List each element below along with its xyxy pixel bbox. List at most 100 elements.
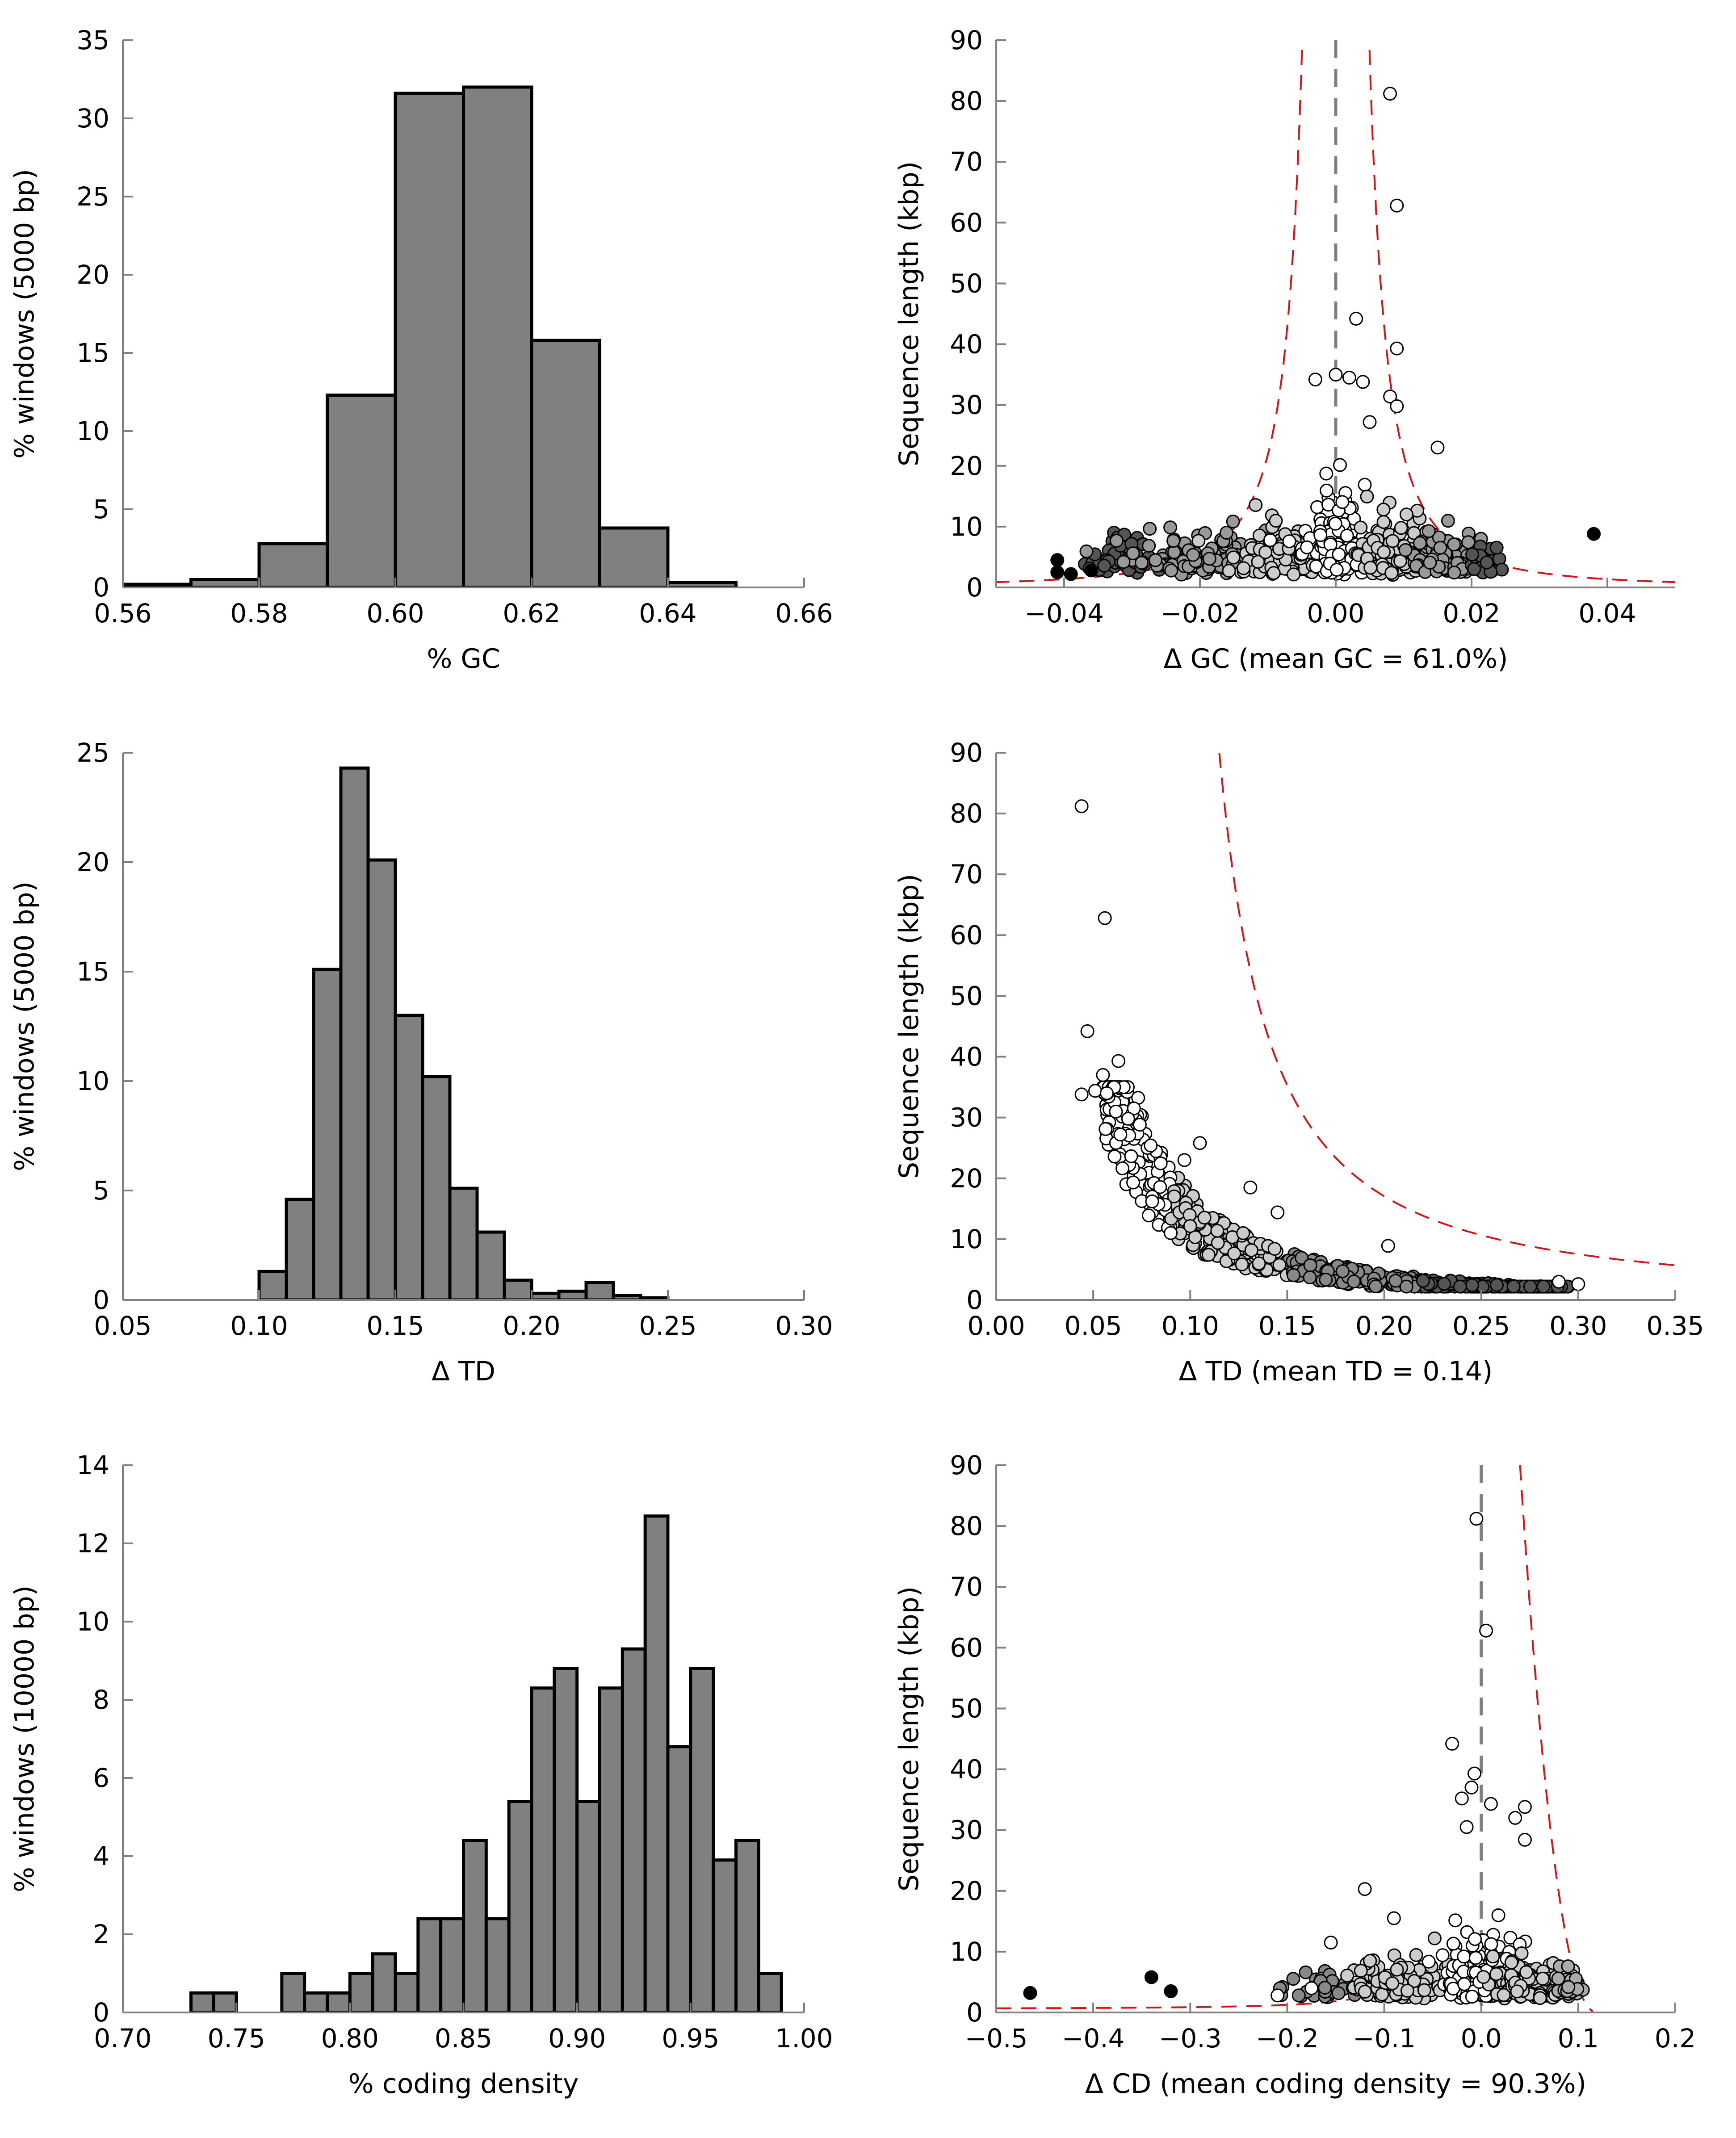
- data-point: [1385, 1976, 1400, 1991]
- data-point: [1536, 1279, 1551, 1294]
- data-point: [1479, 1623, 1493, 1638]
- histogram-bar: [584, 1281, 615, 1300]
- data-point: [1286, 1972, 1300, 1986]
- data-point: [1503, 1931, 1518, 1945]
- data-point: [1267, 1242, 1282, 1256]
- data-point: [1533, 1991, 1547, 2005]
- data-point: [1383, 87, 1397, 101]
- histogram-bar: [394, 92, 465, 587]
- data-point: [1329, 562, 1344, 577]
- y-tick-label: 25: [76, 738, 109, 768]
- data-point: [1188, 1230, 1202, 1244]
- histogram-bar: [339, 766, 370, 1300]
- y-tick-label: 8: [93, 1685, 109, 1715]
- data-point: [1375, 1987, 1389, 2001]
- histogram-bar: [348, 1972, 374, 2012]
- data-point: [1252, 1256, 1266, 1270]
- data-point: [1385, 534, 1400, 548]
- y-tick-label: 25: [76, 181, 109, 212]
- threshold-curve-right: [1519, 1465, 1593, 2012]
- x-tick-label: 0.70: [94, 2023, 151, 2054]
- outlier-point: [1144, 1970, 1158, 1984]
- data-point: [1465, 1990, 1479, 2004]
- data-point: [1388, 1274, 1403, 1288]
- y-tick-label: 80: [950, 86, 983, 116]
- data-point: [1249, 498, 1263, 512]
- histogram-bar: [530, 339, 601, 587]
- data-point: [1335, 495, 1350, 509]
- outlier-point: [1587, 527, 1601, 541]
- data-point: [1453, 1279, 1467, 1294]
- x-tick-label: 0.10: [230, 1311, 288, 1341]
- y-tick-label: 90: [950, 1450, 983, 1480]
- data-point: [1484, 1937, 1498, 1951]
- data-point: [1210, 1224, 1224, 1238]
- data-point: [1457, 1949, 1471, 1964]
- data-point: [1269, 514, 1283, 528]
- data-point: [1310, 500, 1324, 514]
- y-tick-label: 60: [950, 207, 983, 238]
- y-tick-label: 0: [966, 1997, 983, 2028]
- data-point: [1484, 1797, 1498, 1811]
- data-point: [1300, 540, 1314, 554]
- data-point: [1286, 1268, 1300, 1282]
- data-point: [1497, 1988, 1511, 2002]
- data-point: [1506, 1279, 1521, 1294]
- y-tick-label: 5: [93, 494, 109, 524]
- data-point: [1504, 1955, 1518, 1970]
- data-point: [1272, 1258, 1287, 1272]
- data-point: [1468, 1932, 1482, 1946]
- data-point: [1551, 1971, 1565, 1986]
- data-point: [1561, 1959, 1575, 1974]
- data-point: [1074, 1087, 1089, 1102]
- data-point: [1535, 1971, 1550, 1986]
- data-point: [1340, 528, 1354, 543]
- data-point: [1390, 1962, 1404, 1977]
- y-tick-label: 70: [950, 147, 983, 177]
- threshold-curve-left: [996, 1968, 1414, 2009]
- data-point: [1495, 562, 1509, 577]
- x-tick-label: 0.05: [94, 1311, 151, 1341]
- histogram-bar: [326, 1991, 352, 2012]
- data-point: [1153, 1180, 1167, 1194]
- y-axis-label: Sequence length (kbp): [893, 874, 925, 1179]
- data-point: [1519, 1965, 1533, 1979]
- y-tick-label: 70: [950, 1572, 983, 1602]
- data-point: [1183, 1219, 1197, 1233]
- data-point: [1258, 545, 1273, 559]
- data-point: [1145, 1194, 1159, 1208]
- data-point: [1551, 1274, 1566, 1289]
- data-point: [1201, 1248, 1216, 1262]
- data-point: [1098, 911, 1112, 925]
- x-tick-label: −0.4: [1062, 2023, 1125, 2054]
- x-tick-label: 0.20: [503, 1311, 560, 1341]
- x-axis-label: % coding density: [348, 2068, 579, 2100]
- histogram-bar: [257, 1270, 288, 1300]
- data-point: [1107, 1149, 1122, 1164]
- y-tick-label: 20: [76, 847, 109, 877]
- data-point: [1523, 1279, 1537, 1294]
- data-point: [1384, 566, 1399, 580]
- data-point: [1167, 1189, 1181, 1203]
- gc-hist-plot-area: [123, 85, 738, 587]
- y-tick-label: 80: [950, 1511, 983, 1541]
- data-point: [1202, 552, 1216, 566]
- data-point: [1441, 514, 1455, 528]
- x-axis-label: % GC: [427, 643, 500, 675]
- x-tick-label: 0.25: [639, 1311, 696, 1341]
- data-point: [1166, 534, 1181, 548]
- data-point: [1144, 1138, 1158, 1153]
- data-point: [1163, 520, 1178, 535]
- data-point: [1321, 498, 1335, 512]
- data-point: [1461, 535, 1476, 549]
- y-tick-label: 10: [950, 511, 983, 542]
- data-point: [1303, 1270, 1317, 1285]
- data-point: [1142, 539, 1156, 553]
- y-tick-label: 10: [950, 1937, 983, 1967]
- histogram-bar: [421, 1075, 452, 1300]
- histogram-bar: [530, 1686, 556, 2012]
- data-point: [1222, 564, 1236, 578]
- y-axis-label: Sequence length (kbp): [893, 1586, 925, 1891]
- data-point: [1100, 1086, 1114, 1100]
